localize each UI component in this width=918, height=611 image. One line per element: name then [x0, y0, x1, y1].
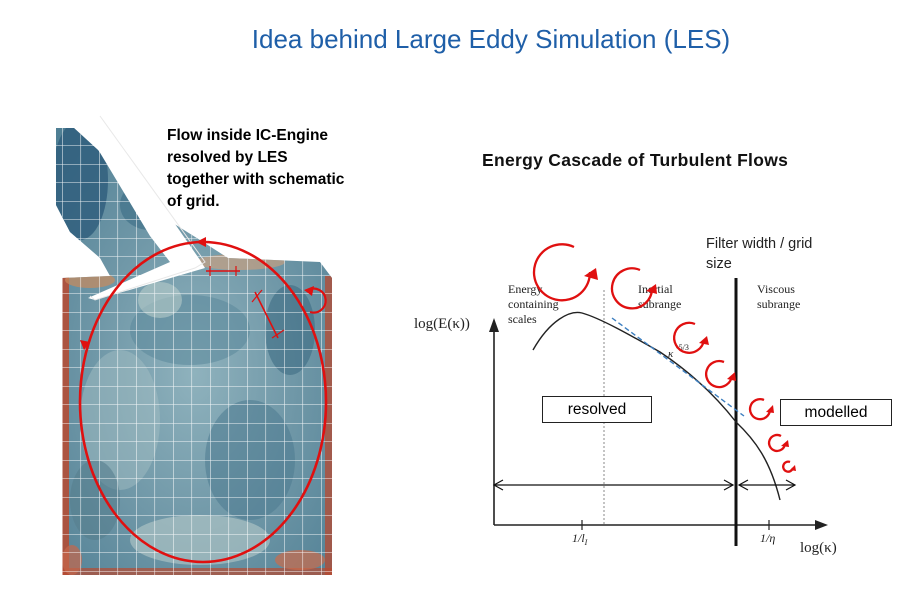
circular-arrow-icon	[532, 243, 592, 302]
cascade-title: Energy Cascade of Turbulent Flows	[482, 150, 789, 170]
tick-kolmogorov-scale: 1/η	[760, 531, 775, 545]
svg-text:Viscous: Viscous	[757, 282, 795, 296]
y-axis-label: log(E(κ))	[414, 316, 470, 332]
resolved-box: resolved	[542, 396, 652, 423]
svg-text:subrange: subrange	[638, 297, 681, 311]
energy-containing-label: Energy containing scales	[508, 282, 559, 326]
modelled-box: modelled	[780, 399, 892, 426]
svg-text:containing: containing	[508, 297, 559, 311]
circular-arrow-icon	[748, 398, 772, 421]
svg-text:subrange: subrange	[757, 297, 800, 311]
circular-arrow-icon	[767, 433, 787, 453]
tick-integral-scale: 1/lI	[572, 531, 588, 547]
circular-arrow-icon	[610, 267, 654, 310]
circular-arrow-icon	[673, 321, 706, 354]
inertial-subrange-label: Inertial subrange	[638, 282, 681, 311]
circular-arrow-icon	[705, 359, 734, 389]
engine-caption: Flow inside IC-Engine resolved by LES to…	[167, 127, 345, 210]
slope-exponent: -5/3	[676, 343, 689, 352]
svg-text:Energy: Energy	[508, 282, 542, 296]
slope-label: κ	[668, 348, 674, 360]
page-title: Idea behind Large Eddy Simulation (LES)	[251, 24, 731, 54]
svg-text:Inertial: Inertial	[638, 282, 673, 296]
x-axis-label: log(κ)	[800, 540, 837, 556]
svg-text:scales: scales	[508, 312, 537, 326]
circular-arrow-icon	[782, 460, 795, 473]
filter-width-label: Filter width / grid size	[706, 236, 813, 272]
viscous-subrange-label: Viscous subrange	[757, 282, 800, 311]
